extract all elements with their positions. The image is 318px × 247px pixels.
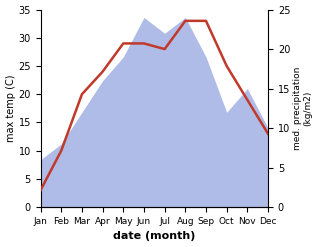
X-axis label: date (month): date (month) <box>113 231 196 242</box>
Y-axis label: med. precipitation
(kg/m2): med. precipitation (kg/m2) <box>293 67 313 150</box>
Y-axis label: max temp (C): max temp (C) <box>5 75 16 142</box>
